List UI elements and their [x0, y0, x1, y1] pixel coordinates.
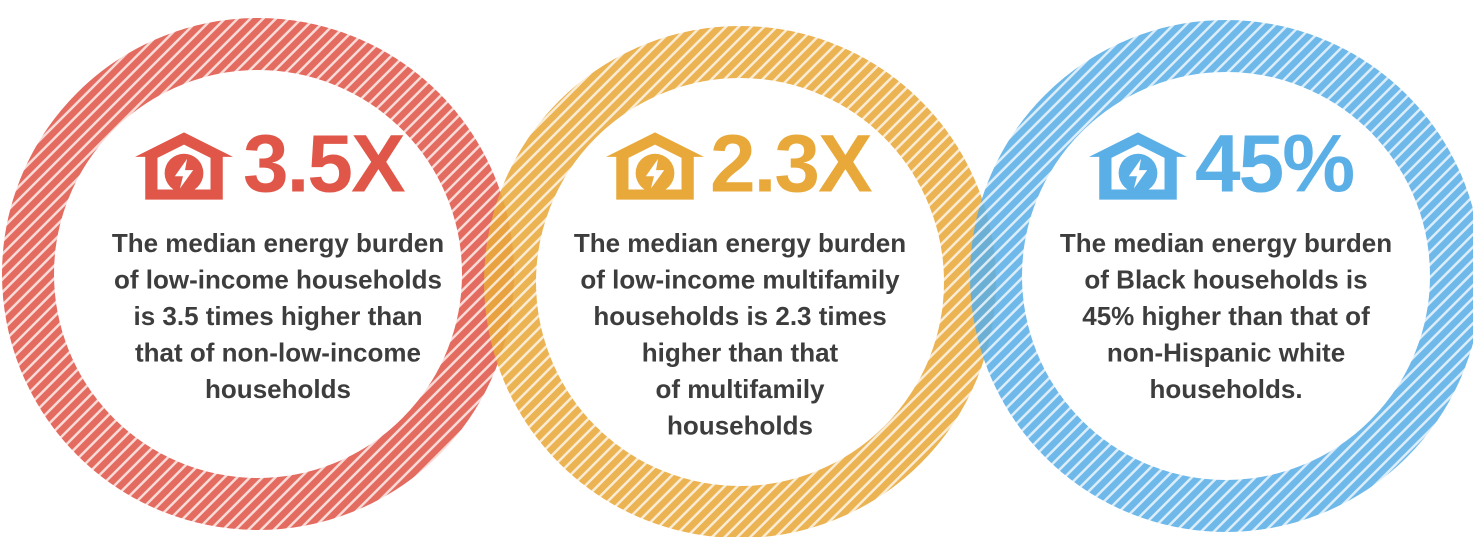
house-icon [135, 132, 233, 200]
description-line: non-Hispanic white [1107, 337, 1345, 367]
stat-card: 45% The median energy burden of Black hous… [1060, 119, 1392, 404]
description-line: households is 2.3 times [593, 301, 886, 331]
description-line: The median energy burden [574, 228, 906, 258]
stat-value: 3.5X [243, 119, 405, 210]
hatched-ring [484, 26, 996, 537]
stat-value: 2.3X [710, 119, 872, 210]
description-line: households [205, 374, 351, 404]
description-line: households [667, 410, 813, 440]
description-line: households. [1149, 374, 1302, 404]
description-line: higher than that [642, 337, 839, 367]
stat-card: 3.5X The median energy burden of low-incom… [112, 119, 444, 404]
description-line: The median energy burden [112, 228, 444, 258]
description-line: that of non-low-income [135, 337, 421, 367]
description-line: of low-income households [114, 264, 442, 294]
stat-card: 2.3X The median energy burden of low-incom… [574, 119, 906, 441]
description-line: 45% higher than that of [1082, 301, 1370, 331]
stat-value: 45% [1195, 119, 1353, 210]
description-line: of multifamily [655, 374, 825, 404]
description-line: of Black households is [1084, 264, 1367, 294]
house-icon [606, 132, 704, 200]
house-icon [1089, 132, 1187, 200]
description-line: The median energy burden [1060, 228, 1392, 258]
hatched-ring [970, 20, 1473, 532]
description-line: is 3.5 times higher than [134, 301, 423, 331]
description-line: of low-income multifamily [580, 264, 900, 294]
